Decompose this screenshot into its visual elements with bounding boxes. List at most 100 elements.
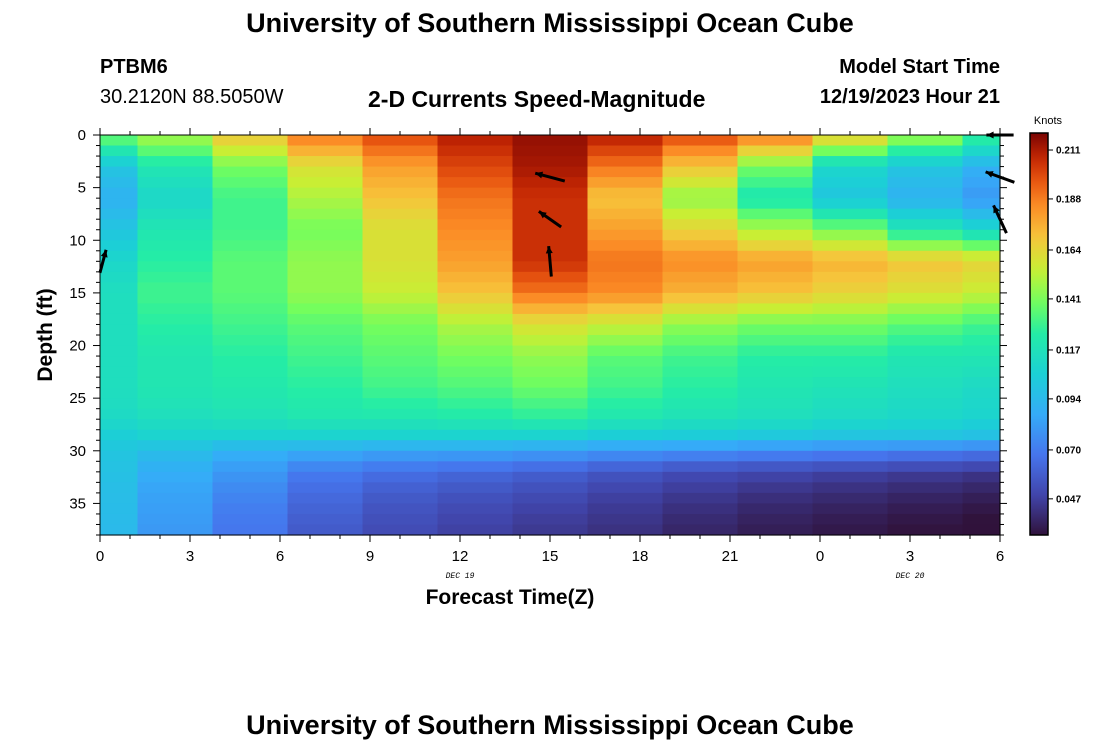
heatmap-cell [887,313,964,326]
heatmap-cell [362,471,439,483]
heatmap-cell [662,450,739,462]
heatmap-cell [887,261,964,273]
heatmap-cell [212,450,289,462]
heatmap-cell [512,335,589,347]
heatmap-cell [437,492,514,505]
heatmap-cell [962,471,1001,483]
heatmap-cell [737,156,814,168]
heatmap-cell [437,166,514,178]
heatmap-cell [437,356,514,368]
heatmap-cell [100,135,139,147]
heatmap-cell [812,524,889,536]
heatmap-cell [137,324,214,336]
heatmap-cell [362,335,439,347]
heatmap-cell [587,461,664,473]
heatmap-cell [287,135,364,147]
x-tick-label: 6 [276,548,284,565]
heatmap-cell [362,208,439,220]
heatmap-cell [362,345,439,357]
heatmap-cell [887,156,964,168]
heatmap-cell [287,482,364,494]
heatmap-cell [587,513,664,526]
heatmap-cell [887,166,964,178]
heatmap-cell [737,303,814,315]
heatmap-cell [962,282,1001,294]
heatmap-cell [137,292,214,305]
heatmap-cell [437,503,514,515]
heatmap-cell [512,282,589,294]
heatmap-cell [512,356,589,368]
heatmap-cell [962,492,1001,505]
heatmap-cell [737,461,814,473]
heatmap-cell [812,229,889,241]
heatmap-cell [662,303,739,315]
heatmap-cell [212,419,289,431]
x-tick-label: 6 [996,548,1004,565]
heatmap-cell [137,240,214,252]
heatmap-cell [662,471,739,483]
heatmap-cell [887,345,964,357]
heatmap-cell [362,324,439,336]
heatmap-cell [812,292,889,305]
heatmap-cell [812,429,889,441]
heatmap-cell [362,356,439,368]
heatmap-cell [362,219,439,231]
heatmap-cell [512,450,589,462]
heatmap-cell [212,503,289,515]
heatmap-cell [662,250,739,262]
heatmap-cell [662,271,739,283]
heatmap-cell [812,313,889,326]
heatmap-cell [962,219,1001,231]
heatmap-cell [587,313,664,326]
heatmap-cell [812,324,889,336]
heatmap-cell [587,187,664,199]
heatmap-cell [587,482,664,494]
heatmap-cell [587,356,664,368]
colorbar-tick-label: 0.211 [1056,146,1081,157]
heatmap-cell [287,345,364,357]
heatmap-cell [887,398,964,410]
heatmap-cell [662,366,739,378]
heatmap-cell [100,240,139,252]
heatmap-cell [962,345,1001,357]
y-tick-label: 35 [69,495,86,512]
heatmap-cell [137,450,214,462]
heatmap-cell [437,377,514,389]
heatmap-cell [662,177,739,189]
heatmap-cell [362,261,439,273]
heatmap-cell [587,198,664,210]
heatmap-cell [812,408,889,420]
heatmap-cell [362,166,439,178]
heatmap-cell [100,187,139,199]
heatmap-cell [737,377,814,389]
heatmap-cell [662,135,739,147]
heatmap-cell [887,429,964,441]
heatmap-cell [887,503,964,515]
heatmap-cell [587,419,664,431]
heatmap-cell [137,387,214,399]
heatmap-cell [887,408,964,420]
heatmap-cell [212,303,289,315]
heatmap-cell [212,387,289,399]
heatmap-cell [287,208,364,220]
heatmap-cell [662,240,739,252]
heatmap-cell [362,135,439,147]
heatmap-cell [212,313,289,326]
repeat-title: University of Southern Mississippi Ocean… [246,710,854,740]
heatmap-cell [662,387,739,399]
heatmap-cell [737,324,814,336]
heatmap-cell [737,135,814,147]
heatmap-cell [287,177,364,189]
heatmap-cell [737,177,814,189]
heatmap-cell [662,324,739,336]
heatmap-cell [662,503,739,515]
heatmap-cell [287,524,364,536]
heatmap-cell [362,292,439,305]
heatmap-cell [737,145,814,157]
heatmap-cell [737,524,814,536]
heatmap-cell [962,250,1001,262]
heatmap-cell [212,166,289,178]
heatmap-cell [587,219,664,231]
heatmap-cell [212,524,289,536]
heatmap-cell [887,240,964,252]
